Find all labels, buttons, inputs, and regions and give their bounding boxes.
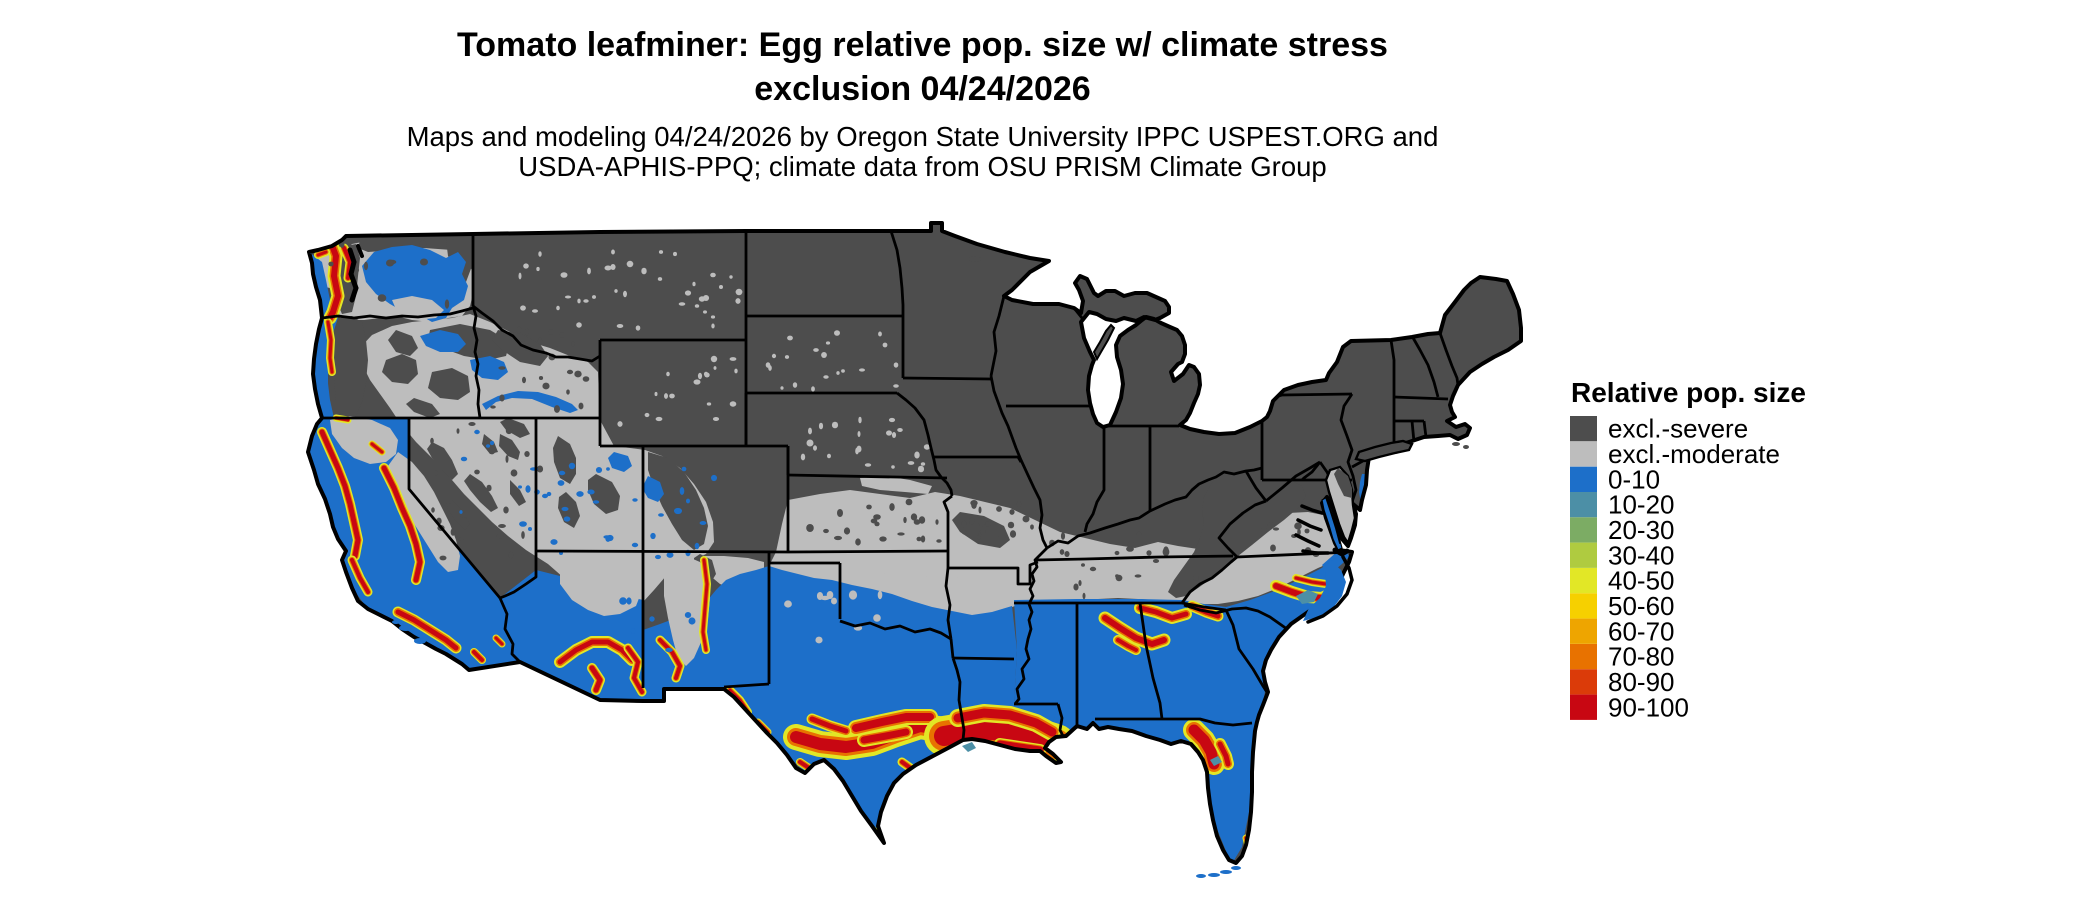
svg-text:Relative pop. size: Relative pop. size xyxy=(1571,377,1806,408)
svg-text:80-90: 80-90 xyxy=(1608,667,1675,697)
svg-text:excl.-moderate: excl.-moderate xyxy=(1608,439,1780,469)
svg-text:0-10: 0-10 xyxy=(1608,464,1660,494)
svg-text:50-60: 50-60 xyxy=(1608,591,1675,621)
svg-text:70-80: 70-80 xyxy=(1608,642,1675,672)
svg-text:60-70: 60-70 xyxy=(1608,616,1675,646)
svg-text:10-20: 10-20 xyxy=(1608,490,1675,520)
svg-text:20-30: 20-30 xyxy=(1608,515,1675,545)
svg-text:excl.-severe: excl.-severe xyxy=(1608,414,1748,444)
svg-text:30-40: 30-40 xyxy=(1608,540,1675,570)
svg-text:40-50: 40-50 xyxy=(1608,566,1675,596)
svg-text:90-100: 90-100 xyxy=(1608,692,1689,722)
